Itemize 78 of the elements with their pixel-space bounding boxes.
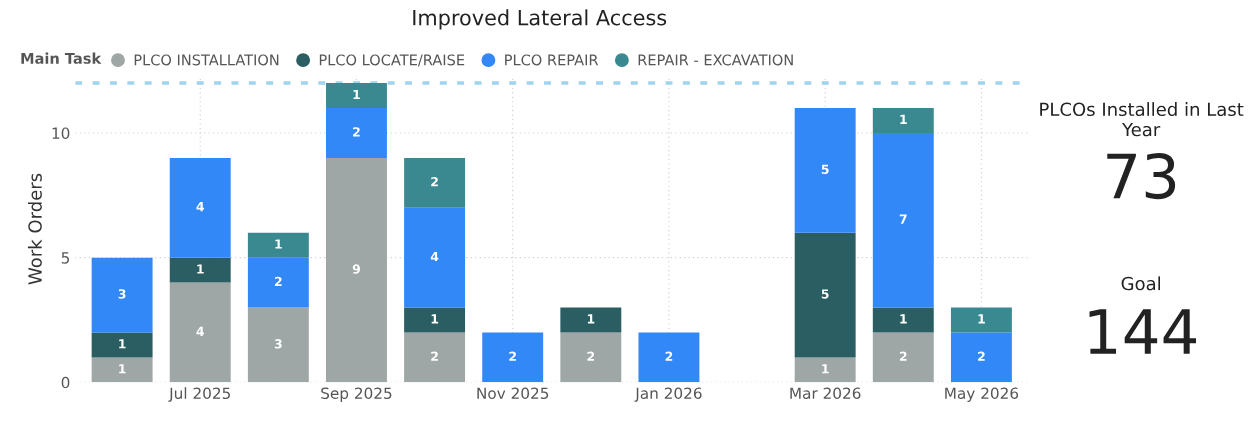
data-label: 1	[900, 114, 907, 124]
data-label: 3	[274, 339, 282, 349]
legend-label: PLCO LOCATE/RAISE	[319, 54, 465, 67]
data-label: 2	[274, 276, 282, 287]
y-tick-label: 10	[52, 127, 70, 139]
data-label: 7	[899, 214, 907, 224]
y-tick-label: 5	[61, 252, 70, 264]
legend-label: PLCO INSTALLATION	[134, 54, 279, 66]
data-label: 9	[352, 264, 361, 274]
data-label: 1	[587, 314, 595, 324]
bar	[794, 357, 856, 383]
bar	[872, 307, 934, 333]
x-tick-label: Jan 2026	[634, 387, 702, 402]
bar	[794, 108, 856, 233]
x-tick-label: Mar 2026	[790, 387, 861, 400]
data-label: 1	[900, 314, 907, 324]
data-label: 2	[899, 351, 907, 361]
legend-label: REPAIR - EXCAVATION	[638, 54, 793, 66]
data-label: 5	[821, 289, 829, 299]
bar	[326, 108, 387, 158]
data-label: 2	[431, 177, 438, 187]
bar	[91, 332, 153, 358]
data-label: 1	[197, 264, 204, 274]
bar	[326, 157, 387, 383]
bar	[91, 257, 153, 333]
data-label: 4	[196, 202, 204, 212]
bar	[404, 157, 466, 208]
data-label: 1	[119, 364, 126, 374]
x-tick-label: May 2026	[945, 387, 1019, 402]
bar	[482, 332, 544, 383]
bar	[247, 257, 309, 308]
data-label: 1	[431, 314, 439, 324]
x-tick-label: Sep 2025	[321, 387, 392, 402]
bar	[404, 332, 466, 383]
chart-title: Improved Lateral Access	[413, 9, 667, 30]
bar	[560, 332, 622, 383]
bar	[169, 257, 231, 283]
data-label: 2	[665, 351, 673, 361]
data-label: 3	[118, 289, 126, 299]
bar	[950, 332, 1012, 383]
data-label: 2	[353, 127, 360, 137]
data-label: 1	[275, 239, 282, 249]
data-label: 1	[822, 364, 829, 374]
bar	[326, 83, 387, 109]
x-tick-label: Jul 2025	[168, 387, 230, 402]
data-label: 1	[119, 339, 126, 349]
x-tick-label: Nov 2025	[477, 387, 549, 400]
bar	[872, 132, 934, 308]
y-tick-label: 0	[61, 376, 70, 389]
bar	[91, 357, 153, 383]
text: PLCOs Installed in Last Year	[1040, 102, 1244, 137]
text: Goal	[1121, 276, 1161, 291]
data-label: 2	[978, 351, 985, 361]
bar	[872, 108, 934, 133]
data-label: 2	[431, 351, 438, 361]
bar	[638, 332, 700, 383]
text: 73	[1107, 152, 1176, 200]
legend-title: Main Task	[21, 52, 102, 64]
data-label: 4	[196, 326, 204, 336]
bar	[247, 232, 309, 258]
bar	[950, 307, 1012, 333]
bar	[404, 207, 466, 308]
bar	[794, 232, 856, 358]
legend-label: PLCO REPAIR	[505, 54, 599, 66]
data-label: 2	[587, 351, 595, 361]
bar	[169, 157, 231, 258]
data-label: 1	[978, 314, 985, 324]
data-label: 2	[509, 351, 516, 361]
bar	[169, 282, 231, 383]
y-axis-title: Work Orders	[27, 173, 42, 285]
text: 144	[1089, 309, 1197, 354]
bar	[404, 307, 466, 333]
data-label: 1	[353, 89, 360, 99]
bar	[872, 332, 934, 383]
data-label: 5	[821, 164, 829, 174]
data-label: 4	[430, 251, 439, 262]
bar	[247, 307, 309, 383]
bar	[560, 307, 622, 333]
